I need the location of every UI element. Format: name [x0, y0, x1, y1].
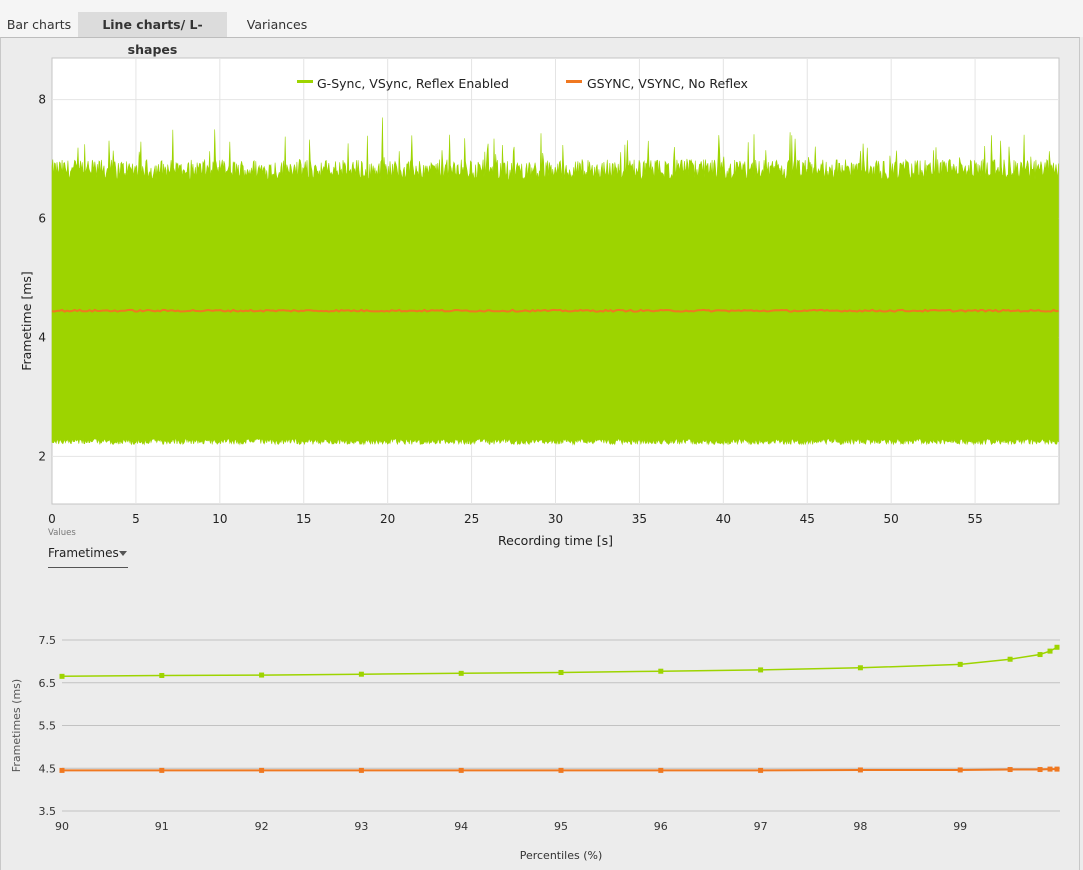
series-reflex-enabled-band [51, 117, 1059, 446]
data-point-marker [957, 661, 963, 667]
x-tick-label: 90 [55, 820, 69, 833]
data-point-marker [159, 767, 165, 773]
data-point-marker [758, 667, 764, 673]
chevron-down-icon [119, 551, 127, 556]
data-point-marker [59, 767, 65, 773]
data-point-marker [1037, 652, 1043, 658]
data-point-marker [857, 767, 863, 773]
x-tick-label: 92 [255, 820, 269, 833]
data-point-marker [259, 672, 265, 678]
x-tick-label: 25 [464, 512, 479, 526]
x-tick-label: 35 [632, 512, 647, 526]
data-point-marker [1047, 766, 1053, 772]
tab-line-charts[interactable]: Line charts/ L-shapes [78, 12, 227, 57]
x-tick-label: 99 [953, 820, 967, 833]
x-tick-label: 98 [853, 820, 867, 833]
data-point-marker [758, 767, 764, 773]
data-point-marker [558, 767, 564, 773]
x-tick-label: 15 [296, 512, 311, 526]
x-tick-label: 45 [800, 512, 815, 526]
data-point-marker [1054, 766, 1060, 772]
legend-label-reflex: G-Sync, VSync, Reflex Enabled [317, 76, 509, 91]
x-tick-label: 30 [548, 512, 563, 526]
x-tick-label: 0 [48, 512, 56, 526]
values-dropdown[interactable]: Values Frametimes [48, 528, 128, 568]
x-tick-label: 20 [380, 512, 395, 526]
y-tick-label: 8 [38, 93, 46, 107]
data-point-marker [957, 767, 963, 773]
x-axis-label: Recording time [s] [498, 533, 613, 548]
series-line-0 [61, 646, 1058, 678]
data-point-marker [1007, 767, 1013, 773]
y-tick-label: 5.5 [39, 720, 57, 733]
y-tick-label: 2 [38, 449, 46, 463]
data-point-marker [1007, 656, 1013, 662]
values-dropdown-label: Values [48, 528, 76, 538]
data-point-marker [1037, 767, 1043, 773]
x-tick-label: 97 [754, 820, 768, 833]
y-axis-label: Frametime [ms] [19, 271, 34, 371]
data-point-marker [658, 767, 664, 773]
x-tick-label: 10 [212, 512, 227, 526]
data-point-marker [1054, 644, 1060, 650]
tab-variances[interactable]: Variances [246, 17, 308, 32]
x-tick-label: 96 [654, 820, 668, 833]
values-dropdown-value: Frametimes [48, 546, 119, 560]
data-point-marker [1047, 648, 1053, 654]
series-no-reflex-line [51, 308, 1059, 313]
y-tick-label: 4 [38, 330, 46, 344]
x-axis-label: Percentiles (%) [520, 849, 603, 862]
y-tick-label: 7.5 [39, 634, 57, 647]
data-point-marker [458, 670, 464, 676]
x-tick-label: 40 [716, 512, 731, 526]
dropdown-underline [48, 567, 128, 568]
x-tick-label: 55 [967, 512, 982, 526]
data-point-marker [658, 668, 664, 674]
data-point-marker [458, 767, 464, 773]
x-tick-label: 93 [354, 820, 368, 833]
x-tick-label: 94 [454, 820, 468, 833]
data-point-marker [59, 673, 65, 679]
series-line-1 [62, 768, 1057, 772]
legend-label-no-reflex: GSYNC, VSYNC, No Reflex [587, 76, 748, 91]
percentile-line-chart: 3.5 4.5 5.5 6.5 7.5 90 91 92 93 94 95 96 97 98 99 Perce… [10, 634, 1060, 862]
data-point-marker [159, 672, 165, 678]
data-point-marker [358, 671, 364, 677]
x-tick-label: 95 [554, 820, 568, 833]
x-tick-label: 50 [884, 512, 899, 526]
data-point-marker [259, 767, 265, 773]
data-point-marker [558, 669, 564, 675]
y-tick-label: 4.5 [39, 762, 57, 775]
tab-bar-charts[interactable]: Bar charts [6, 17, 72, 32]
legend-swatch-no-reflex [566, 80, 582, 83]
legend-swatch-reflex [297, 80, 313, 83]
frametime-line-chart: 2 4 6 8 0 5 10 15 20 25 30 35 40 45 50 55 G-Sync, VSync,… [19, 57, 1060, 548]
tab-bar: Bar charts Line charts/ L-shapes Varianc… [0, 0, 1083, 57]
y-tick-label: 3.5 [39, 805, 57, 818]
chart-panel [0, 37, 1080, 870]
data-point-marker [857, 665, 863, 671]
data-point-marker [358, 767, 364, 773]
x-tick-label: 91 [155, 820, 169, 833]
y-tick-label: 6 [38, 212, 46, 226]
y-axis-label: Frametimes (ms) [10, 679, 23, 772]
x-tick-label: 5 [132, 512, 140, 526]
y-tick-label: 6.5 [39, 677, 57, 690]
